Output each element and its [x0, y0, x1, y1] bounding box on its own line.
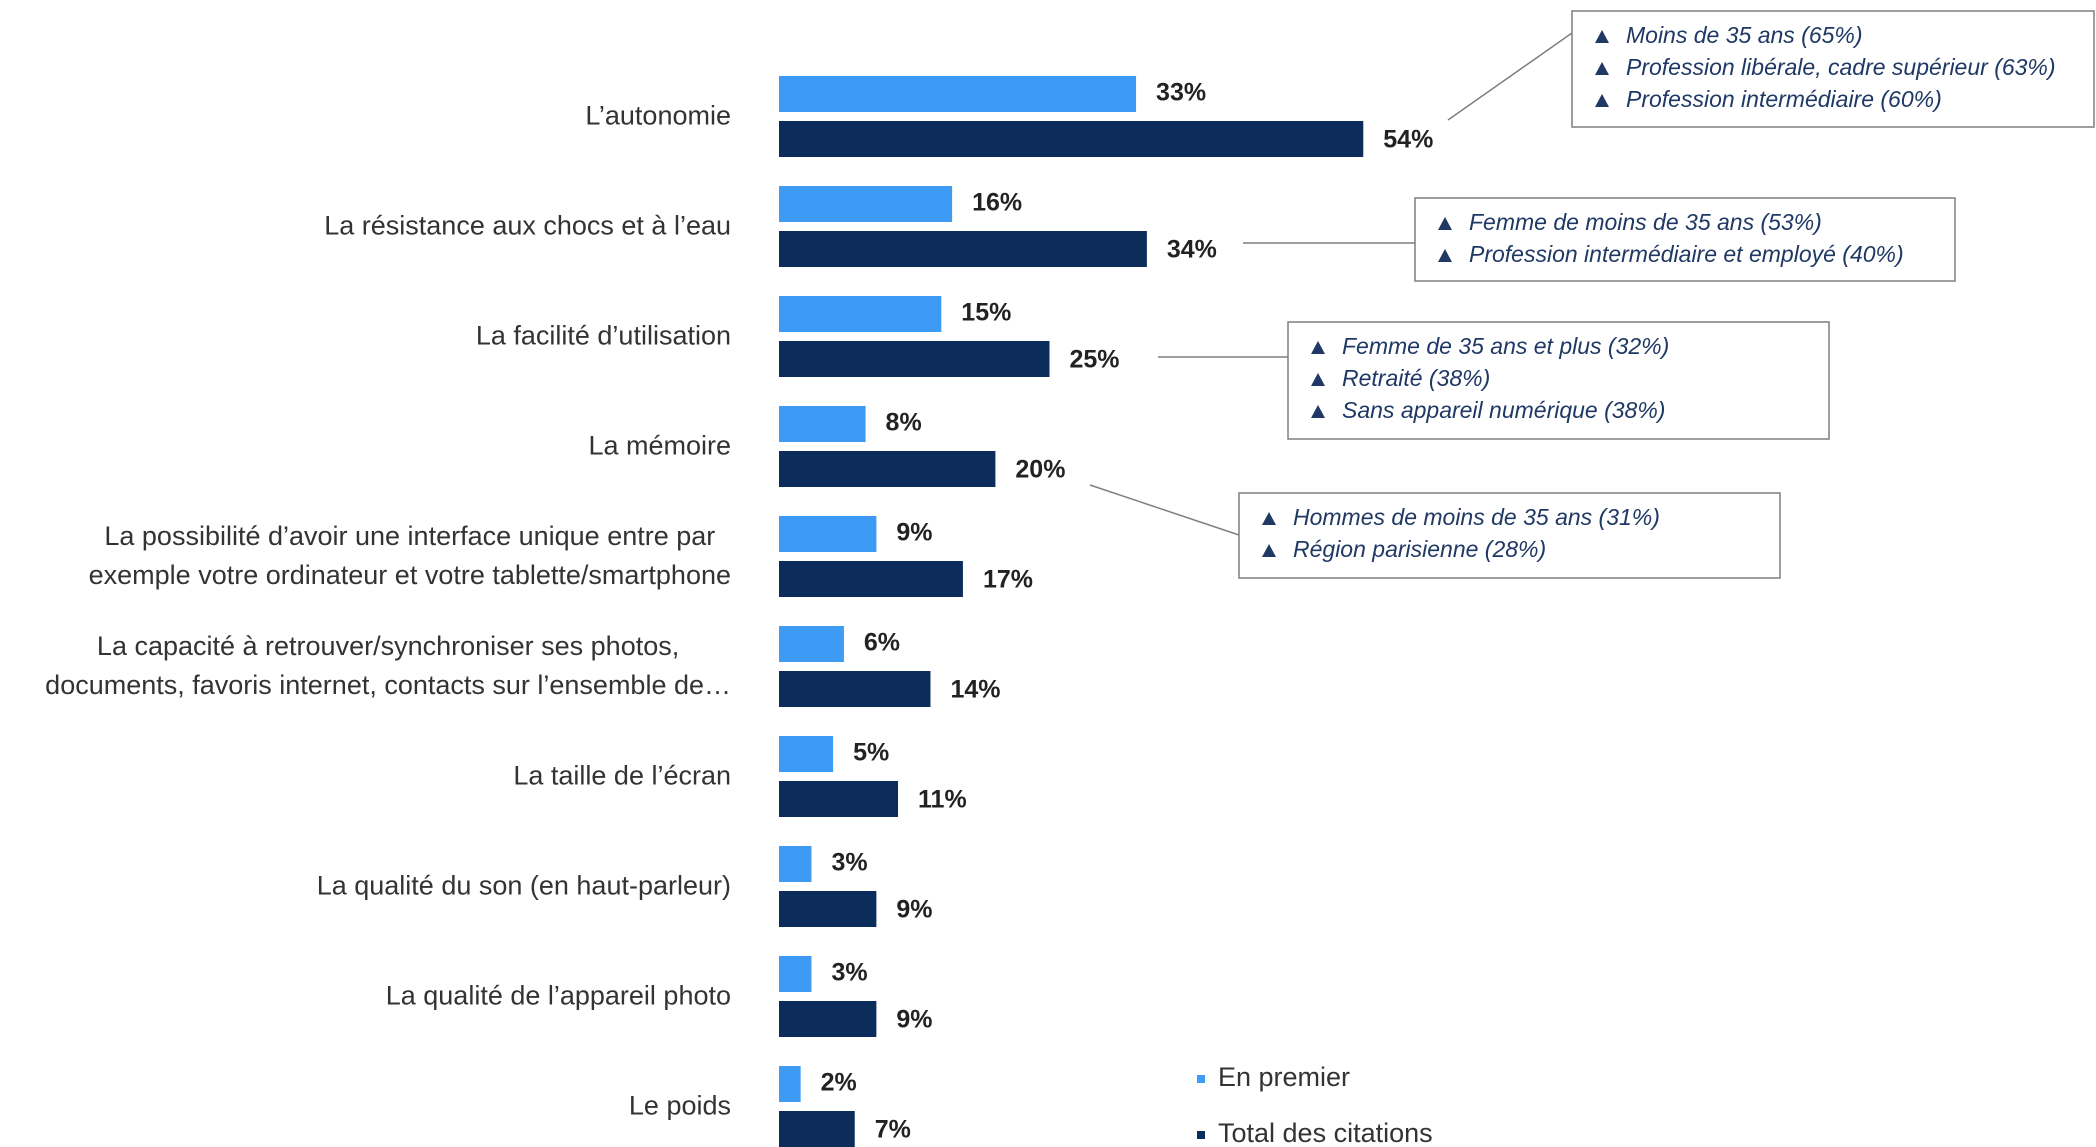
bar [779, 341, 1050, 377]
callout-item: Moins de 35 ans (65%) [1626, 22, 1863, 48]
bar [779, 516, 877, 552]
legend-label: En premier [1218, 1062, 1350, 1092]
value-label: 9% [896, 896, 932, 924]
bar [779, 626, 844, 662]
value-label: 33% [1156, 79, 1206, 107]
callout-item: Retraité (38%) [1342, 365, 1490, 391]
category-label: La mémoire [588, 430, 731, 461]
triangle-icon [1311, 341, 1325, 354]
callout-box [1571, 10, 2095, 128]
callout-item: Femme de 35 ans et plus (32%) [1342, 333, 1669, 359]
value-label: 6% [864, 629, 900, 657]
bar [779, 781, 899, 817]
triangle-icon [1311, 373, 1325, 386]
value-label: 8% [886, 409, 922, 437]
bar [779, 451, 996, 487]
bar [779, 671, 931, 707]
bar [779, 736, 834, 772]
bar [779, 1066, 801, 1102]
triangle-icon [1438, 249, 1452, 262]
bar [779, 186, 953, 222]
category-label: La résistance aux chocs et à l’eau [324, 210, 731, 241]
value-label: 25% [1070, 346, 1120, 374]
callout-item: Région parisienne (28%) [1293, 536, 1546, 562]
category-label: Le poids [628, 1090, 731, 1121]
value-label: 3% [831, 959, 867, 987]
triangle-icon [1595, 62, 1609, 75]
bar [779, 1001, 877, 1037]
category-label: La qualité du son (en haut-parleur) [316, 870, 731, 901]
category-label: La capacité à retrouver/synchroniser ses… [45, 631, 731, 700]
triangle-icon [1438, 217, 1452, 230]
value-label: 9% [896, 519, 932, 547]
legend-marker [1197, 1131, 1205, 1139]
category-label: L’autonomie [585, 100, 731, 131]
callout-item: Hommes de moins de 35 ans (31%) [1293, 504, 1660, 530]
value-label: 34% [1167, 236, 1217, 264]
triangle-icon [1262, 544, 1276, 557]
triangle-icon [1311, 405, 1325, 418]
value-label: 15% [961, 299, 1011, 327]
bar [779, 1111, 855, 1147]
callout-item: Profession intermédiaire et employé (40%… [1469, 241, 1904, 267]
legend-label: Total des citations [1218, 1118, 1433, 1147]
bar [779, 296, 942, 332]
bar [779, 121, 1364, 157]
bar [779, 76, 1137, 112]
value-label: 11% [918, 786, 967, 814]
callout-box [1414, 197, 1956, 282]
callout-box [1287, 321, 1830, 440]
callout-box [1238, 492, 1781, 579]
callout-item: Sans appareil numérique (38%) [1342, 397, 1665, 423]
triangle-icon [1262, 512, 1276, 525]
bar [779, 956, 812, 992]
category-label: La qualité de l’appareil photo [385, 980, 731, 1011]
callout-item: Femme de moins de 35 ans (53%) [1469, 209, 1822, 235]
callout-item: Profession libérale, cadre supérieur (63… [1626, 54, 2056, 80]
value-label: 17% [983, 566, 1033, 594]
value-label: 9% [896, 1006, 932, 1034]
triangle-icon [1595, 94, 1609, 107]
callout-line [1089, 484, 1240, 536]
triangle-icon [1595, 30, 1609, 43]
category-label: La possibilité d’avoir une interface uni… [88, 521, 731, 590]
legend-marker [1197, 1075, 1205, 1083]
bar [779, 846, 812, 882]
value-label: 7% [875, 1116, 911, 1144]
value-label: 14% [950, 676, 1000, 704]
callout-line [1447, 32, 1573, 121]
category-label: La taille de l’écran [513, 760, 731, 791]
bar [779, 231, 1147, 267]
value-label: 2% [821, 1069, 857, 1097]
callout-item: Profession intermédiaire (60%) [1626, 86, 1942, 112]
value-label: 54% [1383, 126, 1433, 154]
bar [779, 406, 866, 442]
category-label: La facilité d’utilisation [475, 320, 731, 351]
value-label: 16% [972, 189, 1022, 217]
value-label: 5% [853, 739, 889, 767]
bar [779, 891, 877, 927]
value-label: 20% [1015, 456, 1065, 484]
bar [779, 561, 963, 597]
value-label: 3% [831, 849, 867, 877]
